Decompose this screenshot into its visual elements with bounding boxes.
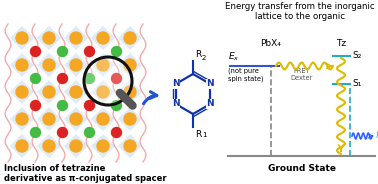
Circle shape [43, 32, 55, 44]
Text: 2: 2 [202, 55, 206, 61]
Circle shape [31, 47, 40, 56]
Text: FRET
Dexter: FRET Dexter [291, 68, 313, 81]
Polygon shape [10, 134, 34, 158]
Text: R: R [195, 50, 201, 59]
Polygon shape [10, 53, 34, 77]
Circle shape [124, 113, 136, 125]
Circle shape [112, 73, 121, 84]
Text: ħω: ħω [376, 130, 378, 139]
Circle shape [31, 73, 40, 84]
Circle shape [43, 59, 55, 71]
Circle shape [57, 73, 68, 84]
Circle shape [70, 113, 82, 125]
Polygon shape [91, 53, 115, 77]
Text: PbX₄: PbX₄ [260, 39, 282, 48]
Circle shape [97, 59, 109, 71]
Circle shape [16, 59, 28, 71]
Polygon shape [10, 107, 34, 131]
Circle shape [70, 59, 82, 71]
Circle shape [16, 113, 28, 125]
Polygon shape [91, 26, 115, 50]
Circle shape [112, 128, 121, 137]
Text: R: R [195, 130, 201, 139]
Polygon shape [91, 80, 115, 104]
Polygon shape [10, 80, 34, 104]
Text: Ground State: Ground State [268, 164, 336, 173]
Text: 1: 1 [202, 132, 206, 138]
Polygon shape [118, 26, 142, 50]
Circle shape [57, 47, 68, 56]
Polygon shape [37, 134, 61, 158]
Circle shape [85, 128, 94, 137]
Circle shape [70, 32, 82, 44]
Text: S₁: S₁ [352, 79, 361, 89]
Circle shape [85, 100, 94, 111]
Circle shape [57, 100, 68, 111]
Circle shape [70, 86, 82, 98]
Text: N: N [172, 100, 180, 109]
Circle shape [31, 128, 40, 137]
Polygon shape [64, 134, 88, 158]
Text: Tz: Tz [336, 39, 347, 48]
Circle shape [70, 140, 82, 152]
Circle shape [97, 32, 109, 44]
Circle shape [85, 47, 94, 56]
Text: Energy transfer from the inorganic
lattice to the organic: Energy transfer from the inorganic latti… [225, 2, 375, 21]
Circle shape [97, 113, 109, 125]
Circle shape [85, 59, 130, 103]
Circle shape [124, 32, 136, 44]
Polygon shape [118, 107, 142, 131]
Circle shape [43, 113, 55, 125]
Circle shape [31, 100, 40, 111]
Polygon shape [91, 107, 115, 131]
Circle shape [16, 140, 28, 152]
Polygon shape [118, 53, 142, 77]
Circle shape [43, 86, 55, 98]
Text: $E_x$: $E_x$ [228, 50, 240, 63]
Polygon shape [10, 26, 34, 50]
Polygon shape [64, 107, 88, 131]
Polygon shape [118, 134, 142, 158]
Circle shape [97, 140, 109, 152]
Text: N: N [206, 100, 214, 109]
Polygon shape [37, 80, 61, 104]
Text: Inclusion of tetrazine
derivative as π-conjugated spacer: Inclusion of tetrazine derivative as π-c… [4, 164, 167, 183]
Text: N: N [206, 79, 214, 89]
Circle shape [112, 100, 121, 111]
Circle shape [16, 86, 28, 98]
Circle shape [97, 86, 109, 98]
Polygon shape [64, 53, 88, 77]
Circle shape [43, 140, 55, 152]
Circle shape [124, 86, 136, 98]
Polygon shape [37, 53, 61, 77]
Circle shape [85, 73, 94, 84]
Polygon shape [64, 80, 88, 104]
Text: (not pure
spin state): (not pure spin state) [228, 68, 263, 82]
Polygon shape [37, 26, 61, 50]
Circle shape [112, 47, 121, 56]
Circle shape [57, 128, 68, 137]
Circle shape [124, 59, 136, 71]
Circle shape [124, 140, 136, 152]
Polygon shape [64, 26, 88, 50]
Circle shape [16, 32, 28, 44]
Polygon shape [91, 134, 115, 158]
Text: S₂: S₂ [352, 52, 361, 61]
Polygon shape [118, 80, 142, 104]
Text: N: N [172, 79, 180, 89]
Polygon shape [37, 107, 61, 131]
